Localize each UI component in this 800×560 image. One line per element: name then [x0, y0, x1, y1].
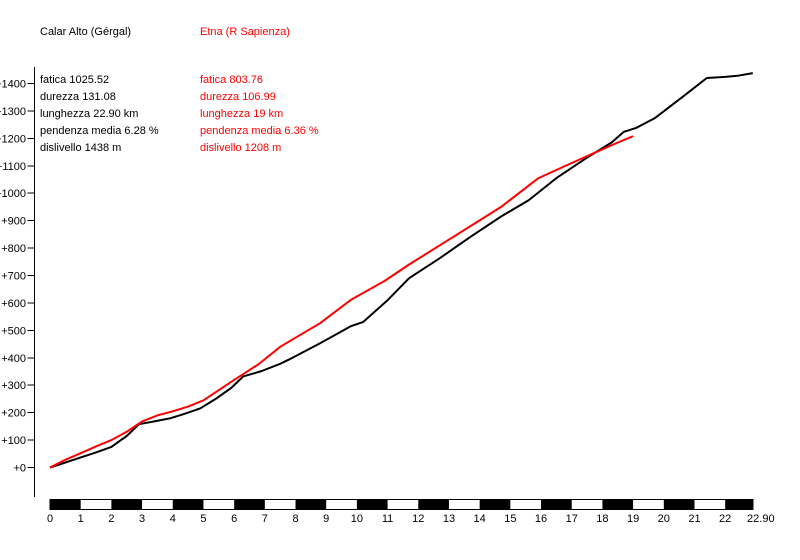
y-tick-label: +1100 [0, 161, 26, 173]
y-tick-label: +400 [1, 353, 26, 365]
x-tick-label: 9 [323, 513, 329, 525]
scalebar-segment [541, 499, 572, 510]
scalebar-background [50, 499, 753, 510]
stat-pendenza-media: pendenza media 6.36 % [200, 125, 319, 137]
y-tick-label: +500 [1, 325, 26, 337]
x-tick-label: 7 [262, 513, 268, 525]
scalebar-segment [356, 499, 388, 510]
profile-title-etna: Etna (R Sapienza) [200, 26, 290, 38]
scalebar-segment [111, 499, 143, 510]
y-tick-label: +1200 [0, 133, 26, 145]
y-tick-label: +700 [1, 270, 26, 282]
stat-dislivello: dislivello 1438 m [40, 142, 122, 154]
y-tick-label: +600 [1, 298, 26, 310]
y-tick-label: +200 [1, 408, 26, 420]
stat-dislivello: dislivello 1208 m [200, 142, 282, 154]
stat-lunghezza: lunghezza 19 km [200, 108, 284, 120]
x-end-label: 22.90 [747, 513, 775, 525]
y-tick-label: +300 [1, 380, 26, 392]
x-tick-label: 21 [688, 513, 700, 525]
x-tick-label: 22 [719, 513, 731, 525]
stat-lunghezza: lunghezza 22.90 km [40, 108, 139, 120]
x-tick-label: 12 [412, 513, 424, 525]
x-tick-label: 15 [504, 513, 516, 525]
stat-durezza: durezza 106.99 [200, 91, 276, 103]
y-tick-label: +1400 [0, 78, 26, 90]
x-tick-label: 18 [596, 513, 608, 525]
stat-pendenza-media: pendenza media 6.28 % [40, 125, 159, 137]
y-tick-label: +100 [1, 435, 26, 447]
profile-line-etna-r-sapienza [49, 135, 634, 469]
x-tick-label: 3 [139, 513, 145, 525]
x-tick-label: 14 [474, 513, 486, 525]
stat-fatica: fatica 803.76 [200, 74, 263, 86]
x-tick-label: 5 [200, 513, 206, 525]
stats-block-calar-alto: fatica 1025.52 durezza 131.08 lunghezza … [40, 72, 159, 157]
scalebar-segment [295, 499, 327, 510]
y-tick-label: +800 [1, 243, 26, 255]
scalebar-outline [49, 499, 754, 510]
scalebar-segment [602, 499, 634, 510]
scalebar-segment [479, 499, 511, 510]
x-tick-label: 8 [292, 513, 298, 525]
scalebar-segment [418, 499, 449, 510]
x-tick-label: 11 [382, 513, 393, 525]
x-tick-label: 2 [108, 513, 114, 525]
x-tick-label: 17 [566, 513, 578, 525]
x-tick-label: 1 [78, 513, 84, 525]
x-tick-label: 19 [627, 513, 639, 525]
scalebar-segment [172, 499, 204, 510]
stats-block-etna: fatica 803.76 durezza 106.99 lunghezza 1… [200, 72, 319, 157]
profile-title-calar-alto: Calar Alto (Gérgal) [40, 26, 132, 38]
x-tick-label: 20 [658, 513, 670, 525]
y-tick-label: +900 [1, 216, 26, 228]
y-tick-label: +0 [13, 463, 26, 475]
scalebar-segment [663, 499, 695, 510]
y-tick-label: +1000 [0, 188, 26, 200]
x-tick-label: 10 [351, 513, 363, 525]
x-tick-label: 16 [535, 513, 547, 525]
x-tick-label: 0 [47, 513, 53, 525]
scalebar-segment [725, 499, 753, 510]
x-tick-label: 6 [231, 513, 237, 525]
x-tick-label: 4 [170, 513, 176, 525]
y-tick-label: +1300 [0, 106, 26, 118]
stat-fatica: fatica 1025.52 [40, 74, 110, 86]
stat-durezza: durezza 131.08 [40, 91, 116, 103]
scalebar-segment [50, 499, 81, 510]
x-tick-label: 13 [443, 513, 455, 525]
scalebar-segment [234, 499, 265, 510]
